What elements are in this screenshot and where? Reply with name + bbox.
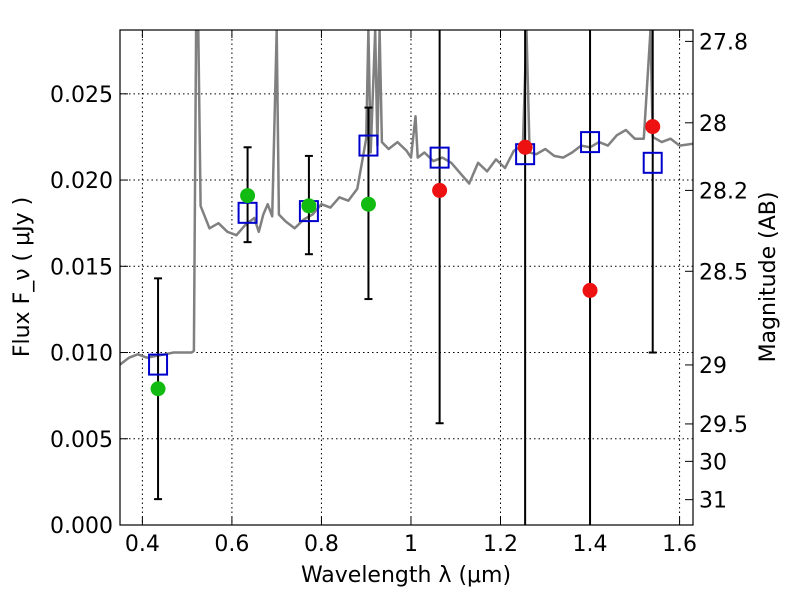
y-tick-label: 0.005	[50, 428, 113, 453]
green-data-point	[301, 198, 317, 214]
right-tick-label: 29	[699, 354, 727, 379]
plot-frame	[119, 29, 694, 526]
x-axis-title: Wavelength λ (μm)	[301, 563, 511, 588]
y-tick-label: 0.020	[50, 169, 113, 194]
y-tick-label: 0.010	[50, 342, 113, 367]
right-tick-label: 28	[699, 112, 727, 137]
x-tick-label: 0.6	[214, 532, 249, 557]
sed-spectrum-line	[120, 30, 693, 366]
red-data-point	[517, 139, 533, 155]
right-tick-label: 28.2	[699, 179, 748, 204]
right-tick-label: 31	[699, 489, 727, 514]
plot-background	[120, 30, 693, 525]
model-box-marker	[148, 353, 169, 376]
right-tick-label: 27.8	[699, 30, 748, 55]
y-tick-label: 0.000	[50, 514, 113, 539]
right-axis-title: Magnitude (AB)	[756, 192, 781, 363]
red-data-point	[582, 282, 598, 298]
plot-series	[120, 30, 693, 525]
axis-ticks: 0.4 0.6 0.8 1 1.2 1.4 1.6 0.000 0.005 0.010 0.015 0…	[50, 30, 748, 557]
green-data-point	[240, 188, 256, 204]
y-tick-label: 0.015	[50, 255, 113, 280]
green-data-point	[150, 381, 166, 397]
model-box-marker	[642, 151, 663, 174]
red-data-point	[432, 182, 448, 198]
model-box-marker	[429, 146, 450, 169]
red-data-point	[645, 119, 661, 135]
right-tick-label: 28.5	[699, 260, 748, 285]
green-data-point	[360, 196, 376, 212]
right-tick-label: 30	[699, 450, 727, 475]
x-tick-label: 0.8	[304, 532, 339, 557]
y-axis-title: Flux F_ν ( μJy )	[10, 197, 35, 357]
x-tick-label: 1.6	[662, 532, 697, 557]
y-tick-label: 0.025	[50, 83, 113, 108]
x-tick-label: 1.2	[483, 532, 518, 557]
right-tick-label: 29.5	[699, 413, 748, 438]
x-tick-label: 0.4	[125, 532, 160, 557]
x-tick-label: 1.4	[573, 532, 608, 557]
model-box-marker	[358, 134, 379, 157]
x-tick-label: 1	[404, 532, 418, 557]
model-box-marker	[580, 131, 601, 154]
